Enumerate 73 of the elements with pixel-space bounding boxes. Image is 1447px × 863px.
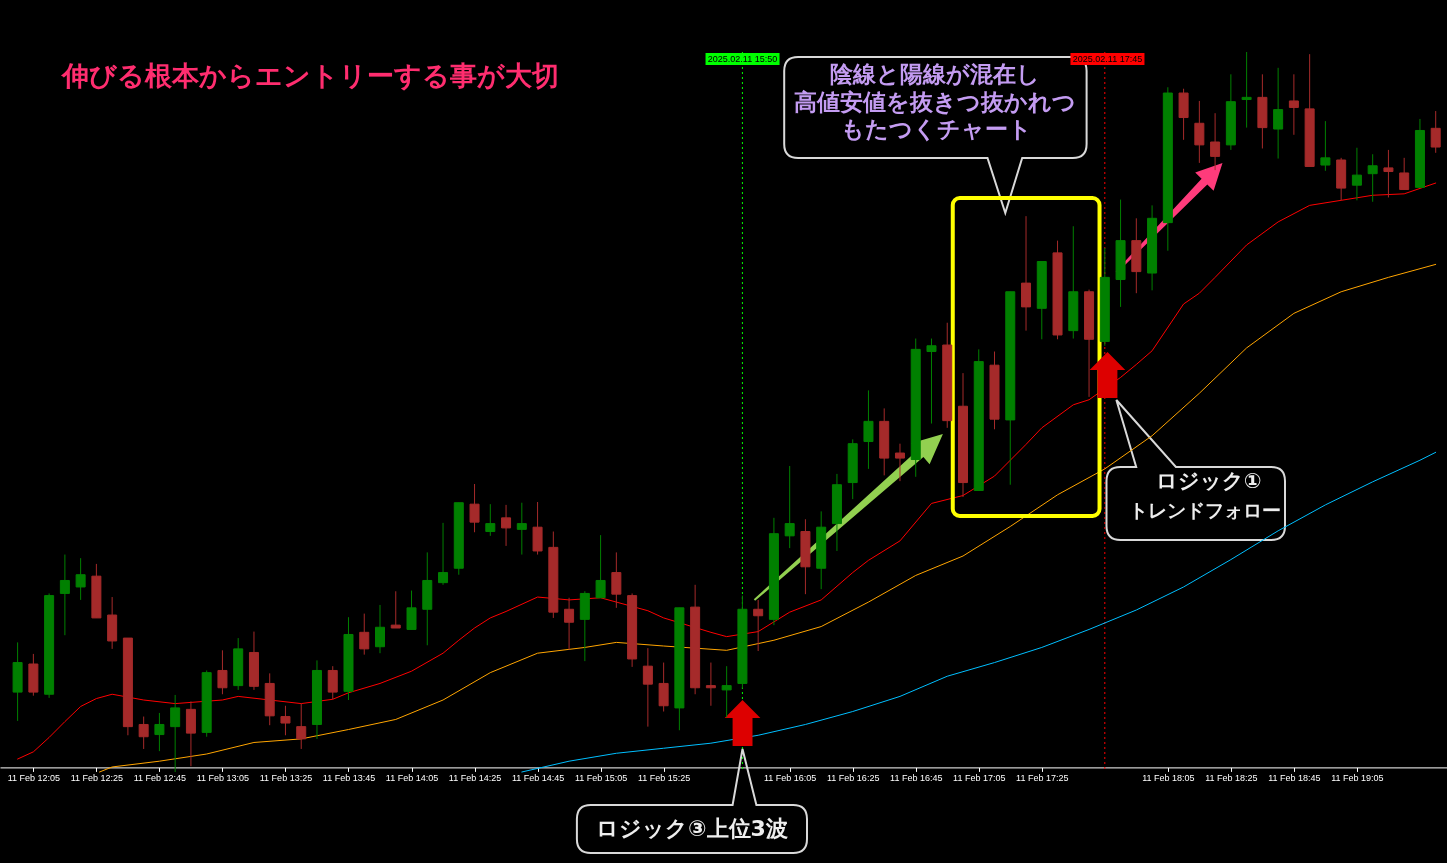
candlestick: [1320, 120, 1331, 172]
x-tick-label: 11 Feb 16:25: [827, 772, 880, 783]
candlestick: [327, 665, 338, 700]
candlestick: [894, 443, 905, 482]
candlestick: [1367, 153, 1378, 203]
x-tick-label: 11 Feb 14:45: [511, 772, 565, 783]
x-tick-label: 11 Feb 18:45: [1268, 772, 1321, 783]
candlestick: [375, 604, 386, 654]
x-tick-label: 11 Feb 15:25: [637, 772, 691, 783]
x-tick-label: 11 Feb 12:45: [133, 772, 187, 783]
x-tick-label: 11 Feb 14:25: [448, 772, 502, 783]
candlestick: [642, 647, 653, 728]
candlestick: [1430, 110, 1441, 154]
x-tick-label: 11 Feb 18:05: [1142, 772, 1195, 783]
x-tick-label: 11 Feb 19:05: [1331, 772, 1384, 783]
candlestick: [564, 597, 575, 651]
candlestick: [516, 502, 527, 556]
candlestick: [217, 649, 228, 695]
candlestick: [1210, 112, 1221, 171]
candlestick: [863, 389, 874, 470]
x-tick-label: 11 Feb 17:05: [953, 772, 1006, 783]
candlestick: [1383, 149, 1394, 198]
candlestick: [926, 338, 937, 425]
candlestick: [59, 554, 70, 636]
x-tick-label: 11 Feb 16:05: [763, 772, 817, 783]
candlestick: [501, 504, 512, 547]
candlestick: [753, 599, 764, 652]
candlestick: [406, 590, 417, 630]
candlestick: [784, 465, 795, 549]
candlestick: [296, 703, 307, 750]
candlestick: [485, 503, 496, 537]
x-tick-label: 11 Feb 13:45: [322, 772, 376, 783]
candlestick: [185, 700, 196, 767]
candlestick: [280, 705, 291, 736]
candlestick: [359, 613, 370, 656]
x-tick-label: 11 Feb 16:45: [890, 772, 943, 783]
x-tick-label: 11 Feb 15:05: [574, 772, 628, 783]
candlestick: [1273, 67, 1284, 160]
x-tick-label: 11 Feb 18:25: [1205, 772, 1258, 783]
candlestick: [1021, 215, 1032, 332]
candlestick: [1241, 51, 1252, 129]
x-tick-label: 11 Feb 14:05: [385, 772, 439, 783]
candlestick: [390, 590, 401, 629]
annotation: もたつくチャート: [841, 116, 1033, 142]
candlestick: [170, 694, 181, 773]
candlestick: [705, 662, 716, 707]
x-tick-label: 11 Feb 12:25: [70, 772, 124, 783]
candlestick: [75, 557, 86, 601]
candlestick: [595, 534, 606, 599]
candlestick: [721, 665, 732, 718]
chart-title: 伸びる根本からエントリーする事が大切: [60, 60, 559, 91]
candlestick: [1288, 73, 1299, 136]
candlestick: [1351, 147, 1362, 201]
ref-line-label: 2025.02.11 15:50: [707, 54, 778, 64]
annotation: 陰線と陽線が混在し: [829, 61, 1040, 87]
ref-line-label: 2025.02.11 17:45: [1072, 54, 1143, 64]
candlestick: [532, 501, 543, 556]
annotation: トレンドフォロー: [1128, 499, 1281, 521]
text: ロジック③上位3波: [596, 816, 788, 841]
candlestick: [138, 716, 149, 750]
x-tick-label: 11 Feb 13:05: [196, 772, 250, 783]
candlestick: [154, 712, 165, 752]
annotation: 高値安値を抜きつ抜かれつ: [793, 89, 1076, 115]
annotation: ロジック①: [1155, 469, 1262, 493]
candlestick: [438, 522, 449, 586]
candlestick: [658, 662, 669, 713]
candlestick: [469, 483, 480, 533]
candlestick: [611, 551, 622, 609]
x-tick-label: 11 Feb 17:25: [1016, 772, 1069, 783]
x-tick-label: 11 Feb 13:25: [259, 772, 313, 783]
candlestick: [1399, 157, 1410, 191]
candlestick: [1194, 100, 1205, 164]
x-tick-label: 11 Feb 12:05: [7, 772, 61, 783]
